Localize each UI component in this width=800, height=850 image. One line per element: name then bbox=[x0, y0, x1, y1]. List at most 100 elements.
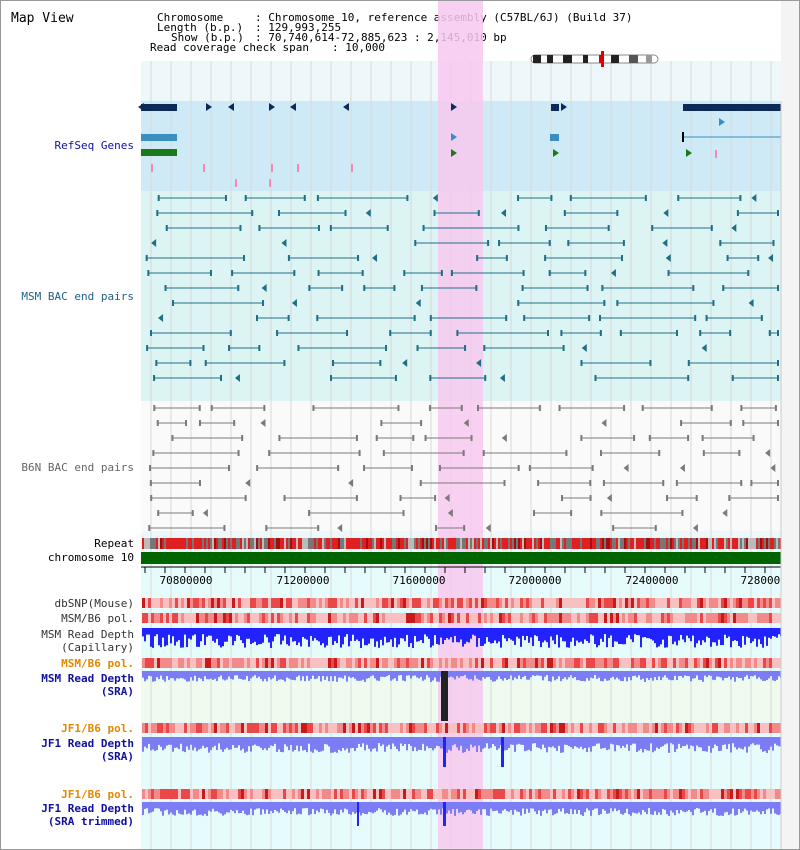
msm-bac-end-marker bbox=[523, 315, 526, 321]
jf1-b6-pol-2-heat-cell bbox=[730, 789, 733, 799]
dbsnp-heat-cell bbox=[148, 598, 151, 608]
jf1-b6-pol-heat-cell bbox=[625, 723, 628, 733]
msm-sra-depth-bar bbox=[586, 671, 588, 679]
msm-bac-end-marker bbox=[406, 195, 409, 201]
dbsnp-heat-cell bbox=[622, 598, 625, 608]
dbsnp-heat-cell bbox=[772, 598, 775, 608]
gene-arrow bbox=[269, 103, 275, 111]
b6n-bac-end-marker bbox=[402, 510, 405, 516]
msm-b6-pol-heat-cell bbox=[496, 613, 499, 623]
msm-bac-end-marker bbox=[251, 210, 254, 216]
jf1-b6-pol-2-heat-cell bbox=[265, 789, 268, 799]
track-label-b6n-bac[interactable]: B6N BAC end pairs bbox=[21, 461, 134, 474]
msm-b6-pol-heat-cell bbox=[205, 613, 208, 623]
msm-b6-pol-heat-cell bbox=[670, 613, 673, 623]
jf1-depth-bar bbox=[404, 737, 406, 745]
dbsnp-heat-cell bbox=[430, 598, 433, 608]
repeat-segment bbox=[302, 538, 304, 549]
gene-marker bbox=[271, 164, 273, 172]
jf1-b6-pol-2-heat-cell bbox=[373, 789, 376, 799]
msm-sra-depth-bar bbox=[714, 671, 716, 680]
jf1-depth-bar bbox=[440, 737, 442, 749]
msm-b6-pol-2-heat-cell bbox=[403, 658, 406, 668]
msm-b6-pol-heat-cell bbox=[442, 613, 445, 623]
jf1-b6-pol-2-heat-cell bbox=[271, 789, 274, 799]
jf1-trimmed-depth-bar bbox=[768, 802, 770, 809]
jf1-trimmed-depth-bar bbox=[454, 802, 456, 816]
msm-sra-depth-bar bbox=[500, 671, 502, 679]
msm-b6-pol-2-heat-cell bbox=[520, 658, 523, 668]
jf1-b6-pol-2-heat-cell bbox=[382, 789, 385, 799]
msm-b6-pol-heat-cell bbox=[694, 613, 697, 623]
repeat-segment bbox=[198, 538, 200, 549]
jf1-trimmed-depth-bar bbox=[196, 802, 198, 816]
msm-b6-pol-heat-cell bbox=[250, 613, 253, 623]
msm-b6-pol-heat-cell bbox=[568, 613, 571, 623]
msm-sra-depth-bar bbox=[328, 671, 330, 682]
jf1-b6-pol-2-heat-cell bbox=[589, 789, 592, 799]
msm-sra-depth-bar bbox=[658, 671, 660, 677]
msm-b6-pol-2-heat-cell bbox=[364, 658, 367, 668]
jf1-depth-bar bbox=[644, 737, 646, 750]
b6n-bac-end-marker bbox=[434, 495, 437, 501]
track-label-refseq[interactable]: RefSeq Genes bbox=[54, 139, 134, 152]
jf1-b6-pol-heat-cell bbox=[577, 723, 580, 733]
msm-b6-pol-heat-cell bbox=[370, 613, 373, 623]
repeat-segment bbox=[608, 538, 610, 549]
msm-b6-pol-2-heat-cell bbox=[196, 658, 199, 668]
b6n-bac-end-marker bbox=[729, 420, 732, 426]
jf1-depth-bar bbox=[342, 737, 344, 749]
jf1-depth-bar bbox=[542, 737, 544, 745]
jf1-trimmed-depth-bar bbox=[232, 802, 234, 812]
track-label-msm-bac[interactable]: MSM BAC end pairs bbox=[21, 290, 134, 303]
msm-capillary-depth-bar bbox=[680, 628, 682, 635]
jf1-b6-pol-2-heat-cell bbox=[178, 789, 181, 799]
dbsnp-heat-cell bbox=[295, 598, 298, 608]
jf1-b6-pol-heat-cell bbox=[319, 723, 322, 733]
msm-capillary-depth-bar bbox=[156, 628, 158, 635]
jf1-b6-pol-heat-cell bbox=[346, 723, 349, 733]
dbsnp-heat-cell bbox=[496, 598, 499, 608]
show-info-label: Show (b.p.) bbox=[171, 31, 244, 44]
jf1-b6-pol-heat-cell bbox=[685, 723, 688, 733]
msm-sra-depth-bar bbox=[330, 671, 332, 677]
b6n-bac-end-marker bbox=[641, 405, 644, 411]
msm-b6-pol-2-heat-cell bbox=[619, 658, 622, 668]
msm-capillary-depth-bar bbox=[272, 628, 274, 642]
repeat-segment bbox=[616, 538, 618, 549]
msm-capillary-depth-bar bbox=[150, 628, 152, 647]
jf1-depth-bar bbox=[486, 737, 488, 744]
jf1-b6-pol-heat-cell bbox=[508, 723, 511, 733]
jf1-trimmed-depth-bar bbox=[628, 802, 630, 815]
msm-b6-pol-heat-cell bbox=[679, 613, 682, 623]
msm-sra-depth-bar bbox=[428, 671, 430, 678]
msm-capillary-depth-bar bbox=[772, 628, 774, 637]
msm-b6-pol-heat-cell bbox=[529, 613, 532, 623]
msm-bac-end-marker bbox=[498, 240, 501, 246]
msm-capillary-depth-bar bbox=[310, 628, 312, 636]
msm-b6-pol-heat-cell bbox=[169, 613, 172, 623]
jf1-trimmed-depth-bar bbox=[520, 802, 522, 816]
repeat-segment bbox=[764, 538, 766, 549]
dbsnp-heat-cell bbox=[436, 598, 439, 608]
msm-capillary-depth-bar bbox=[394, 628, 396, 638]
repeat-segment bbox=[436, 538, 438, 549]
msm-b6-pol-2-heat-cell bbox=[775, 658, 778, 668]
repeat-segment bbox=[336, 538, 338, 549]
b6n-bac-end-marker bbox=[633, 435, 636, 441]
msm-b6-pol-heat-cell bbox=[208, 613, 211, 623]
repeat-segment bbox=[276, 538, 278, 549]
jf1-b6-pol-2-heat-cell bbox=[736, 789, 739, 799]
jf1-depth-bar bbox=[776, 737, 778, 746]
msm-sra-depth-bar bbox=[218, 671, 220, 678]
jf1-b6-pol-heat-cell bbox=[202, 723, 205, 733]
jf1-trimmed-depth-bar bbox=[766, 802, 768, 810]
axis-tick-label-1: 71200000 bbox=[277, 574, 330, 587]
jf1-b6-pol-2-heat-cell bbox=[538, 789, 541, 799]
jf1-depth-bar bbox=[424, 737, 426, 751]
repeat-segment bbox=[660, 538, 662, 549]
msm-capillary-depth-bar bbox=[684, 628, 686, 643]
gene-block bbox=[683, 104, 781, 111]
jf1-depth-bar bbox=[730, 737, 732, 753]
